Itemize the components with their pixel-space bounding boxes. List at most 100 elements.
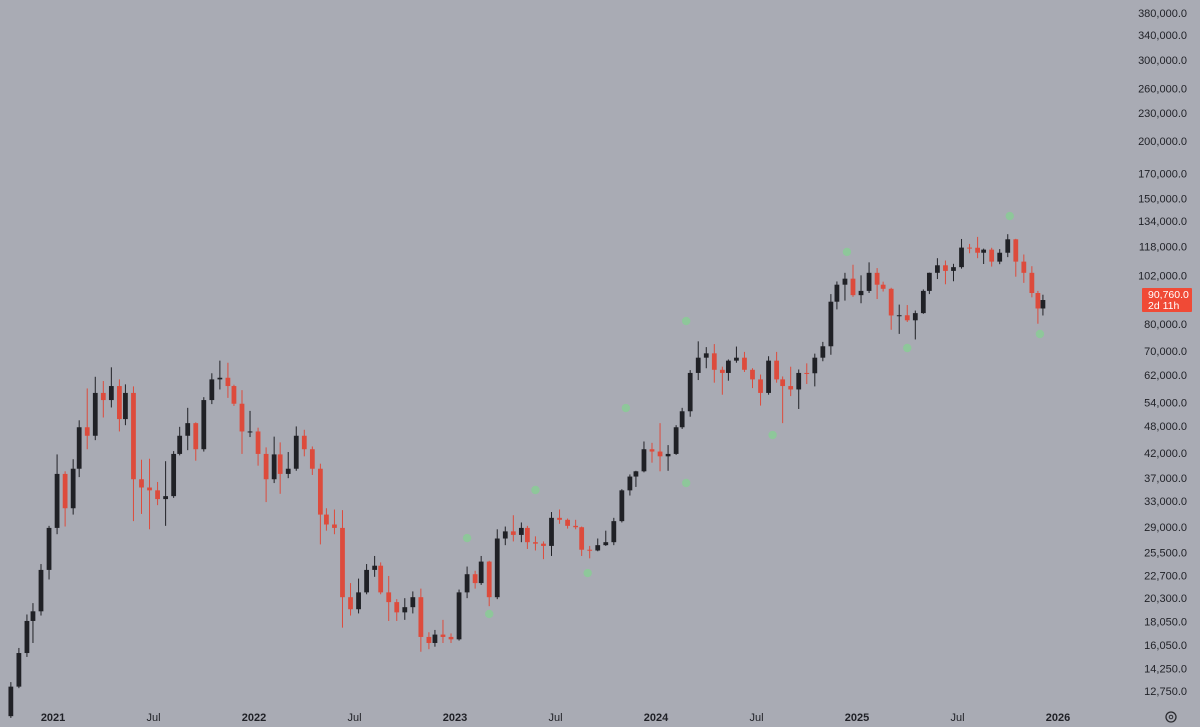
candle-body [147, 487, 152, 491]
candle-body [30, 611, 36, 621]
candle-body [828, 301, 834, 347]
candle-body [394, 602, 400, 613]
x-tick-label: Jul [950, 712, 964, 724]
settings-ring [1165, 711, 1177, 723]
y-tick-label: 20,300.0 [1144, 593, 1187, 605]
settings-icon[interactable] [1165, 711, 1177, 723]
y-tick-label: 25,500.0 [1144, 548, 1187, 560]
candle-body [665, 453, 671, 457]
y-tick-label: 54,000.0 [1144, 398, 1187, 410]
candle-body [796, 372, 802, 390]
candle-body [633, 471, 639, 477]
candle-body [239, 403, 245, 432]
candle-body [573, 525, 579, 528]
candle-body [372, 565, 378, 570]
y-tick-label: 170,000.0 [1138, 169, 1187, 181]
signal-dot [621, 403, 631, 413]
y-tick-label: 22,700.0 [1144, 571, 1187, 583]
candle-body [70, 468, 76, 509]
candle-body [16, 653, 22, 687]
y-tick-label: 150,000.0 [1138, 194, 1187, 206]
y-tick-label: 42,000.0 [1144, 448, 1187, 460]
last-price-tag [1142, 288, 1192, 313]
candle-body [549, 517, 554, 546]
candle-body [386, 592, 392, 603]
candle-body [774, 360, 780, 380]
candle-body [62, 473, 68, 509]
candle-body [711, 353, 717, 370]
candle-body [1005, 239, 1011, 253]
x-tick-label: 2025 [845, 712, 869, 724]
candle-body [247, 431, 253, 433]
candle-body [866, 272, 872, 291]
candle-body [858, 290, 864, 296]
candle-body [163, 496, 169, 500]
signal-dot [1005, 211, 1014, 221]
y-tick-label: 80,000.0 [1144, 319, 1187, 331]
x-tick-label: Jul [147, 712, 161, 724]
y-tick-label: 380,000.0 [1138, 8, 1187, 20]
candle-body [557, 517, 562, 520]
candle-body [758, 379, 763, 393]
y-tick-label: 102,000.0 [1138, 271, 1187, 283]
y-tick-label: 12,750.0 [1144, 686, 1187, 698]
candle-body [959, 247, 964, 268]
candle-body [766, 360, 771, 393]
candle-body [1029, 272, 1035, 294]
candle-body [177, 435, 183, 454]
candle-body [472, 574, 478, 584]
candle-body [456, 592, 462, 640]
candle-body [673, 427, 679, 454]
candle-body [719, 369, 725, 373]
candle-body [426, 636, 432, 643]
signal-dot [681, 316, 691, 326]
candle-body [100, 392, 106, 401]
candle-body [255, 431, 261, 454]
signal-dot [531, 485, 540, 495]
candle-body [541, 543, 546, 546]
candle-body [804, 372, 810, 374]
candle-body [533, 542, 538, 544]
candle-body [277, 454, 283, 474]
candle-body [967, 247, 972, 249]
candle-body [171, 453, 177, 497]
candle-body [502, 531, 508, 539]
x-tick-label: Jul [348, 712, 362, 724]
candle-body [641, 449, 647, 472]
candle-body [896, 315, 902, 317]
y-tick-label: 16,050.0 [1144, 640, 1187, 652]
candle-body [410, 597, 416, 608]
candle-body [603, 542, 609, 546]
candle-body [687, 372, 693, 412]
candle-body [131, 392, 136, 480]
candle-body [734, 357, 739, 361]
y-tick-label: 260,000.0 [1138, 84, 1187, 96]
candle-body [880, 284, 886, 289]
candle-body [518, 527, 524, 535]
y-tick-label: 62,000.0 [1144, 370, 1187, 382]
candle-body [8, 686, 14, 717]
candle-body [494, 538, 500, 598]
candle-body [943, 265, 948, 271]
candle-body [619, 490, 625, 522]
candle-body [38, 569, 44, 612]
candle-body [981, 249, 987, 253]
last-price-label: 90,760.0 [1148, 289, 1189, 301]
candle-body [725, 360, 731, 373]
candle-body [116, 386, 122, 420]
candle-body [587, 549, 593, 551]
y-tick-label: 18,050.0 [1144, 617, 1187, 629]
candle-body [510, 531, 516, 535]
candle-body [309, 449, 315, 469]
candle-body [820, 346, 826, 358]
y-tick-label: 37,000.0 [1144, 473, 1187, 485]
candle-body [780, 379, 786, 387]
candle-body [201, 400, 207, 450]
candle-body [611, 521, 617, 543]
candle-body [285, 468, 291, 474]
candle-body [402, 607, 408, 613]
signal-dot [903, 343, 912, 353]
signal-dot [485, 609, 494, 619]
